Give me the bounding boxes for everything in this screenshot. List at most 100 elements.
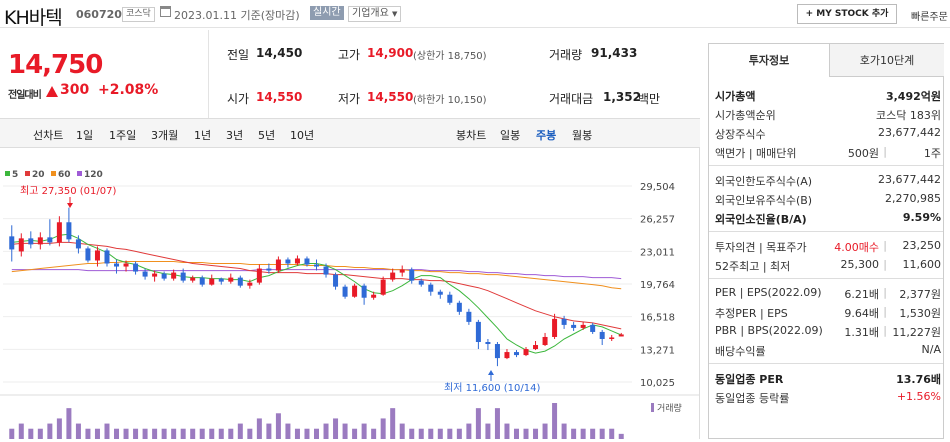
candle <box>523 349 529 356</box>
legend-swatch <box>25 171 30 176</box>
volume-bar <box>333 418 339 439</box>
candle <box>266 268 272 271</box>
volume-bar <box>104 423 110 439</box>
volume-bar <box>209 428 215 439</box>
volume-bar <box>323 423 329 439</box>
volume-bar <box>342 423 348 439</box>
info-value: 3,492억원 <box>885 90 941 103</box>
info-value: 23,250 <box>902 239 942 252</box>
info-label: 상장주식수 <box>715 128 766 141</box>
volume-bar <box>28 428 34 439</box>
candle-monthly[interactable]: 월봉 <box>572 129 593 142</box>
tab-invest-info[interactable]: 투자정보 <box>709 44 830 77</box>
info-value-primary: 9.64배 <box>844 307 879 320</box>
change-value: 300 <box>60 82 90 98</box>
y-tick-label: 13,271 <box>640 345 675 356</box>
candle <box>352 285 358 297</box>
info-value: 1,530원 <box>899 307 941 320</box>
candle <box>180 272 186 281</box>
period-1y[interactable]: 1년 <box>194 129 212 142</box>
period-10y[interactable]: 10년 <box>290 129 315 142</box>
candle <box>104 250 110 264</box>
legend-label-20: 20 <box>32 170 45 180</box>
info-value: 13.76배 <box>896 373 941 386</box>
ma120-line <box>11 269 622 280</box>
period-1w[interactable]: 1주일 <box>109 129 137 142</box>
volume-bar <box>590 428 596 439</box>
high-value: 14,900 <box>367 46 414 60</box>
chart-area: 29,504 26,257 23,011 19,764 16,518 13,271 10,0… <box>0 148 700 439</box>
volume-bar <box>513 428 519 439</box>
calendar-icon <box>160 6 171 17</box>
volume-bar <box>533 428 539 439</box>
volume-bar <box>228 428 234 439</box>
candle <box>504 352 510 359</box>
candle <box>294 258 300 264</box>
candle <box>123 263 129 267</box>
volume-bar <box>380 418 386 439</box>
info-row: PER | EPS(2022.09) 6.21배 | 2,377원 <box>715 286 941 303</box>
info-value: 2,270,985 <box>885 192 941 205</box>
legend-label-60: 60 <box>58 170 71 180</box>
info-label: PER | EPS(2022.09) <box>715 286 822 299</box>
info-row: 52주최고 | 최저 25,300 | 11,600 <box>715 258 941 275</box>
candle <box>466 311 472 322</box>
volume-bar <box>399 423 405 439</box>
stock-code: 060720 <box>76 8 122 21</box>
volume-value: 91,433 <box>591 46 638 60</box>
realtime-button[interactable]: 실시간 <box>310 6 344 20</box>
amount-value: 1,352 <box>603 90 641 104</box>
info-row: 동일업종 PER 13.76배 <box>715 371 941 388</box>
candle <box>285 259 291 264</box>
candle <box>513 352 519 356</box>
candle <box>237 277 243 286</box>
legend-swatch <box>51 171 56 176</box>
candle <box>447 294 453 303</box>
candle <box>371 294 377 298</box>
candle <box>9 236 15 250</box>
legend-swatch <box>77 171 82 176</box>
candle <box>152 273 158 277</box>
candle <box>390 272 396 280</box>
section-divider <box>709 363 943 364</box>
y-tick-label: 19,764 <box>640 280 675 291</box>
legend-label-5: 5 <box>12 170 18 180</box>
candle <box>47 237 53 243</box>
value-separator: | <box>883 258 887 271</box>
period-3y[interactable]: 3년 <box>226 129 244 142</box>
info-row: 외국인한도주식수(A) 23,677,442 <box>715 173 941 190</box>
volume-bar <box>37 428 43 439</box>
candle <box>618 334 624 337</box>
candle <box>256 268 262 283</box>
volume-bar <box>285 423 291 439</box>
volume-bar <box>618 433 624 439</box>
candle <box>409 269 415 281</box>
open-value: 14,550 <box>256 90 303 104</box>
line-chart-label: 선차트 <box>33 129 64 142</box>
info-value: 23,677,442 <box>878 173 941 186</box>
candle <box>599 331 605 339</box>
candle <box>561 318 567 325</box>
value-separator: | <box>883 305 887 318</box>
tab-order-book[interactable]: 호가10단계 <box>830 44 944 77</box>
candle <box>323 266 329 275</box>
candle <box>609 337 615 339</box>
candle-daily[interactable]: 일봉 <box>500 129 521 142</box>
info-value: 23,677,442 <box>878 126 941 139</box>
prev-value: 14,450 <box>256 46 303 60</box>
change-percent: +2.08% <box>98 82 159 98</box>
period-3m[interactable]: 3개월 <box>151 129 179 142</box>
candle <box>475 321 481 343</box>
low-label: 저가 <box>338 92 361 106</box>
my-stock-button[interactable]: + MY STOCK 추가 <box>797 4 897 24</box>
volume-bar <box>314 428 319 439</box>
candle-weekly[interactable]: 주봉 <box>536 129 557 142</box>
info-row: 상장주식수 23,677,442 <box>715 126 941 143</box>
period-5y[interactable]: 5년 <box>258 129 276 142</box>
candle <box>247 282 253 286</box>
info-label: 동일업종 PER <box>715 373 784 386</box>
period-1d[interactable]: 1일 <box>76 129 94 142</box>
quick-order-button[interactable]: 빠른주문 <box>911 12 948 23</box>
corp-info-dropdown[interactable]: 기업개요 ▼ <box>348 6 402 22</box>
legend-swatch <box>5 171 10 176</box>
